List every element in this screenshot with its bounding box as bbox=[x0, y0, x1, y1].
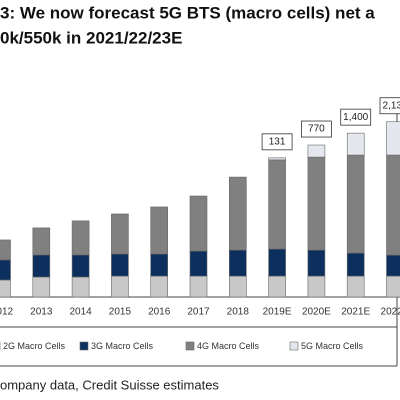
value-label-box bbox=[340, 108, 372, 126]
legend-label: 5G Macro Cells bbox=[301, 341, 364, 351]
bar-segment bbox=[71, 220, 90, 256]
bar-segment bbox=[307, 249, 326, 277]
bar-segment bbox=[268, 159, 286, 250]
bar-segment bbox=[189, 250, 208, 277]
bar-segment bbox=[150, 206, 168, 255]
bar-segment bbox=[386, 254, 400, 277]
legend-swatch bbox=[185, 341, 195, 351]
bar-segment bbox=[71, 254, 90, 278]
value-label-box bbox=[379, 97, 400, 115]
value-label: 770 bbox=[308, 124, 325, 135]
bar-segment bbox=[111, 253, 129, 277]
x-tick-label: 2021E bbox=[341, 307, 370, 318]
bar-segment bbox=[111, 275, 129, 298]
bar-segment bbox=[189, 195, 208, 252]
bar-segment bbox=[268, 248, 286, 277]
bar-segment bbox=[32, 254, 51, 278]
bar-segment bbox=[150, 253, 168, 277]
x-tick-label: 2022E bbox=[381, 307, 400, 318]
bar-segment bbox=[0, 279, 11, 298]
bar-segment bbox=[268, 275, 286, 298]
legend-swatch bbox=[79, 341, 89, 351]
bar-segment bbox=[32, 227, 51, 256]
bar-segment bbox=[386, 121, 400, 156]
x-tick-label: 2017 bbox=[187, 307, 210, 318]
legend-label: 4G Macro Cells bbox=[197, 341, 260, 351]
legend-label: 3G Macro Cells bbox=[91, 341, 154, 351]
bar-segment bbox=[346, 252, 365, 277]
value-label: 131 bbox=[269, 136, 286, 147]
x-tick-label: 2019E bbox=[263, 307, 292, 318]
x-tick-label: 2020E bbox=[302, 307, 331, 318]
legend-label: 2G Macro Cells bbox=[3, 341, 66, 351]
value-label-box bbox=[300, 120, 332, 138]
x-tick-label: 2013 bbox=[30, 307, 53, 318]
bar-segment bbox=[150, 275, 168, 298]
value-label: 2,130 bbox=[382, 100, 400, 111]
bar-segment bbox=[111, 213, 129, 255]
x-tick-label: 2012 bbox=[0, 307, 14, 318]
bar-segment bbox=[0, 259, 11, 281]
bar-segment bbox=[268, 157, 286, 161]
bar-segment bbox=[346, 132, 365, 156]
bar-segment bbox=[346, 154, 365, 254]
bar-segment bbox=[71, 276, 90, 298]
bar-segment bbox=[307, 144, 326, 158]
source: ompany data, Credit Suisse estimates bbox=[0, 377, 219, 392]
bar-segment bbox=[32, 276, 51, 298]
x-tick-label: 2015 bbox=[109, 307, 132, 318]
bar-segment bbox=[229, 176, 247, 251]
bar-segment bbox=[189, 275, 208, 298]
chart-title: 0k/550k in 2021/22/23E bbox=[0, 28, 182, 47]
bar-segment bbox=[229, 275, 247, 298]
x-tick-label: 2014 bbox=[69, 307, 92, 318]
bar-segment bbox=[386, 154, 400, 256]
bar-segment bbox=[229, 249, 247, 277]
x-tick-label: 2016 bbox=[148, 307, 171, 318]
legend-swatch bbox=[289, 341, 299, 351]
bar-segment bbox=[307, 275, 326, 298]
bar-segment bbox=[346, 275, 365, 298]
value-label: 1,400 bbox=[343, 112, 368, 123]
bar-segment bbox=[386, 275, 400, 298]
chart-title: 3: We now forecast 5G BTS (macro cells) … bbox=[0, 3, 375, 22]
value-label-box bbox=[261, 133, 293, 151]
bar-segment bbox=[0, 239, 11, 261]
bar-segment bbox=[307, 156, 326, 251]
x-tick-label: 2018 bbox=[227, 307, 250, 318]
